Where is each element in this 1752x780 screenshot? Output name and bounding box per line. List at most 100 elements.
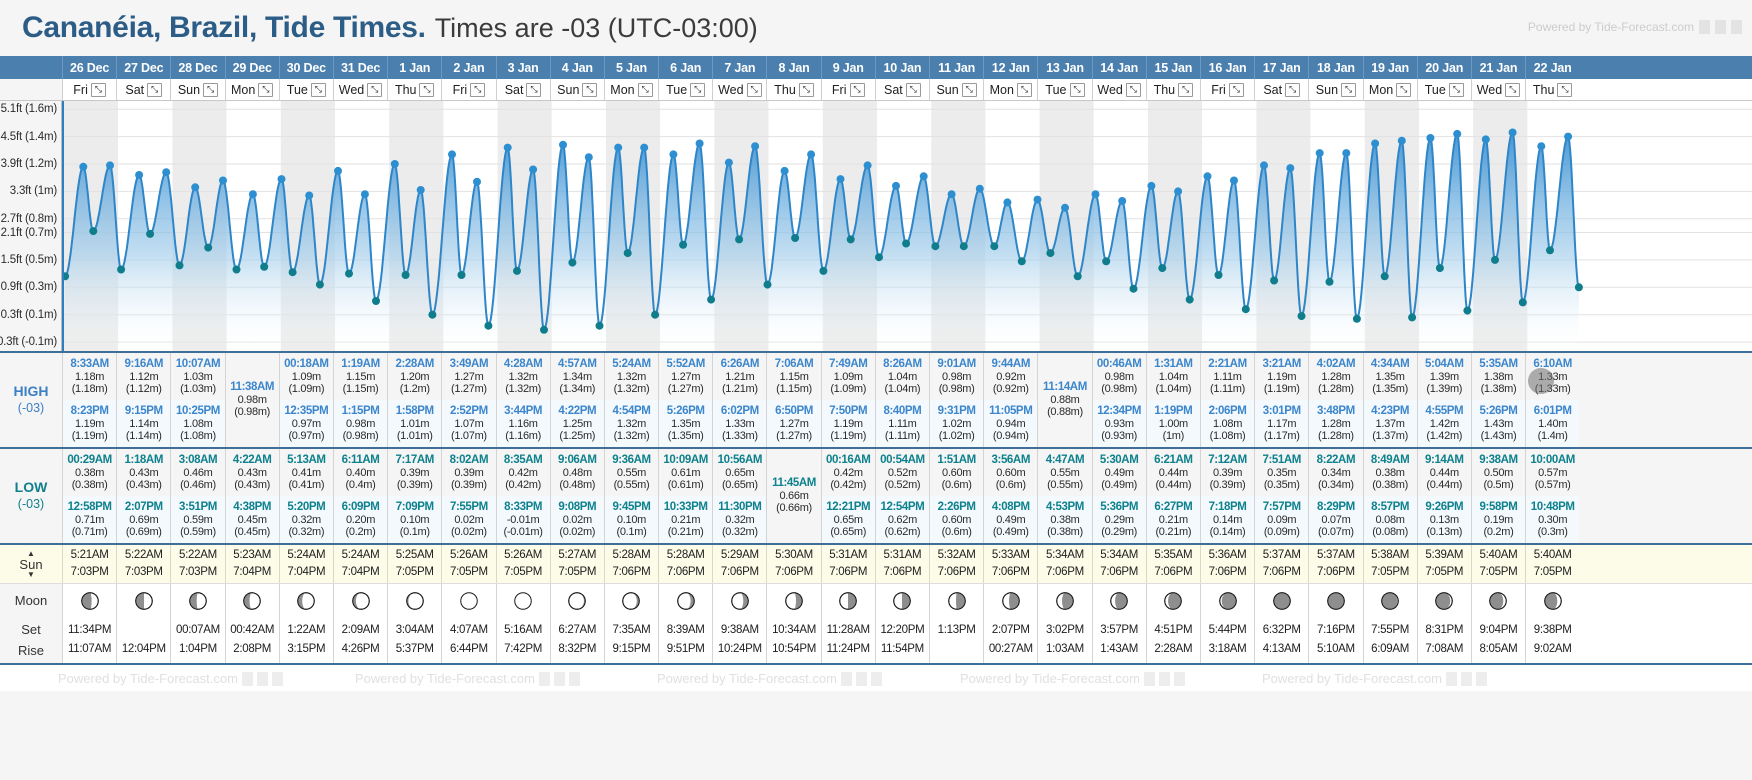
high-tide-marker-11[interactable] [219, 176, 227, 185]
high-tide-marker-53[interactable] [807, 150, 816, 159]
low-tide-marker-10[interactable] [204, 243, 213, 252]
low-tide-marker-98[interactable] [1435, 264, 1444, 273]
weekday-cell-25[interactable]: Tue ⤡ [1416, 79, 1471, 100]
high-tide-marker-89[interactable] [1315, 149, 1324, 158]
low-tide-marker-78[interactable] [1158, 264, 1167, 273]
high-tide-marker-45[interactable] [695, 139, 704, 148]
high-tide-marker-7[interactable] [162, 168, 171, 177]
low-tide-marker-68[interactable] [1017, 257, 1026, 266]
low-tide-marker-36[interactable] [568, 258, 577, 267]
high-tide-marker-91[interactable] [1342, 149, 1351, 158]
expand-day-icon[interactable]: ⤡ [1341, 82, 1357, 97]
weekday-cell-24[interactable]: Mon ⤡ [1362, 79, 1417, 100]
date-header-17[interactable]: 12 Jan [983, 56, 1037, 79]
date-header-1[interactable]: 27 Dec [116, 56, 170, 79]
high-tide-marker-17[interactable] [305, 191, 314, 200]
weekday-cell-9[interactable]: Sun ⤡ [549, 79, 604, 100]
high-tide-marker-87[interactable] [1286, 164, 1295, 173]
date-header-8[interactable]: 3 Jan [495, 56, 550, 79]
high-tide-marker-93[interactable] [1371, 139, 1380, 148]
date-header-18[interactable]: 13 Jan [1037, 56, 1091, 79]
high-tide-marker-61[interactable] [919, 172, 928, 181]
expand-day-icon[interactable]: ⤡ [798, 82, 814, 97]
low-tide-marker-92[interactable] [1352, 314, 1361, 323]
weekday-cell-16[interactable]: Sun ⤡ [929, 79, 984, 100]
weekday-cell-0[interactable]: Fri ⤡ [62, 79, 117, 100]
low-tide-marker-90[interactable] [1325, 277, 1334, 286]
high-tide-marker-21[interactable] [360, 190, 369, 199]
date-header-9[interactable]: 4 Jan [549, 56, 604, 79]
weekday-cell-6[interactable]: Thu ⤡ [387, 79, 442, 100]
expand-day-icon[interactable]: ⤡ [1557, 82, 1573, 97]
date-header-11[interactable]: 6 Jan [658, 56, 712, 79]
low-tide-marker-70[interactable] [1046, 249, 1055, 258]
high-tide-marker-29[interactable] [473, 177, 481, 186]
weekday-cell-8[interactable]: Sat ⤡ [495, 79, 550, 100]
high-tide-marker-77[interactable] [1147, 181, 1156, 190]
high-tide-marker-101[interactable] [1481, 135, 1490, 144]
high-tide-marker-69[interactable] [1033, 195, 1042, 204]
low-tide-marker-22[interactable] [372, 297, 380, 305]
weekday-cell-3[interactable]: Mon ⤡ [224, 79, 279, 100]
high-tide-marker-85[interactable] [1260, 161, 1268, 170]
low-tide-marker-0[interactable] [64, 272, 70, 281]
low-tide-marker-72[interactable] [1073, 272, 1082, 281]
weekday-cell-5[interactable]: Wed ⤡ [332, 79, 388, 100]
low-tide-marker-60[interactable] [902, 239, 911, 248]
weekday-cell-20[interactable]: Thu ⤡ [1145, 79, 1200, 100]
high-tide-marker-39[interactable] [614, 143, 623, 152]
high-tide-marker-107[interactable] [1564, 132, 1573, 141]
date-header-12[interactable]: 7 Jan [712, 56, 766, 79]
low-tide-marker-24[interactable] [401, 271, 410, 279]
high-tide-marker-25[interactable] [416, 186, 425, 194]
low-tide-marker-16[interactable] [288, 268, 297, 277]
low-tide-marker-108[interactable] [1574, 283, 1583, 292]
high-tide-marker-83[interactable] [1230, 176, 1238, 185]
high-tide-marker-71[interactable] [1061, 203, 1069, 212]
low-tide-marker-88[interactable] [1297, 312, 1306, 321]
high-tide-marker-27[interactable] [448, 150, 456, 159]
high-tide-marker-59[interactable] [892, 181, 900, 190]
low-tide-marker-28[interactable] [457, 271, 466, 279]
low-tide-marker-52[interactable] [791, 234, 800, 242]
weekday-cell-1[interactable]: Sat ⤡ [116, 79, 171, 100]
low-tide-marker-104[interactable] [1518, 298, 1527, 307]
weekday-cell-2[interactable]: Sun ⤡ [170, 79, 225, 100]
expand-day-icon[interactable]: ⤡ [690, 82, 706, 97]
high-tide-marker-67[interactable] [1003, 198, 1012, 207]
high-tide-marker-81[interactable] [1203, 172, 1212, 181]
low-tide-marker-18[interactable] [315, 280, 324, 289]
low-tide-marker-30[interactable] [484, 321, 493, 330]
high-tide-marker-73[interactable] [1091, 190, 1100, 199]
expand-day-icon[interactable]: ⤡ [367, 82, 383, 97]
low-tide-marker-64[interactable] [959, 242, 968, 251]
date-header-26[interactable]: 21 Jan [1470, 56, 1525, 79]
low-tide-marker-82[interactable] [1214, 271, 1223, 279]
date-header-25[interactable]: 20 Jan [1416, 56, 1471, 79]
high-tide-marker-15[interactable] [277, 175, 286, 184]
high-tide-marker-51[interactable] [780, 166, 789, 175]
low-tide-marker-94[interactable] [1380, 272, 1389, 281]
weekday-cell-23[interactable]: Sun ⤡ [1308, 79, 1363, 100]
date-header-24[interactable]: 19 Jan [1362, 56, 1417, 79]
low-tide-marker-86[interactable] [1270, 276, 1279, 285]
low-tide-marker-106[interactable] [1546, 246, 1554, 255]
date-header-13[interactable]: 8 Jan [766, 56, 820, 79]
date-header-27[interactable]: 22 Jan [1525, 56, 1579, 79]
expand-day-icon[interactable]: ⤡ [419, 82, 435, 97]
high-tide-marker-99[interactable] [1453, 129, 1462, 138]
low-tide-marker-48[interactable] [735, 235, 744, 244]
high-tide-marker-103[interactable] [1508, 128, 1517, 137]
low-tide-marker-34[interactable] [540, 325, 548, 334]
high-tide-marker-23[interactable] [390, 160, 399, 168]
high-tide-marker-5[interactable] [135, 171, 144, 179]
date-header-19[interactable]: 14 Jan [1091, 56, 1146, 79]
low-tide-marker-38[interactable] [595, 321, 604, 330]
weekday-cell-27[interactable]: Thu ⤡ [1525, 79, 1580, 100]
low-tide-marker-46[interactable] [707, 295, 716, 304]
date-header-20[interactable]: 15 Jan [1145, 56, 1200, 79]
weekday-cell-14[interactable]: Fri ⤡ [820, 79, 875, 100]
expand-day-icon[interactable]: ⤡ [1505, 82, 1521, 97]
expand-day-icon[interactable]: ⤡ [90, 82, 106, 97]
high-tide-marker-13[interactable] [248, 190, 257, 199]
